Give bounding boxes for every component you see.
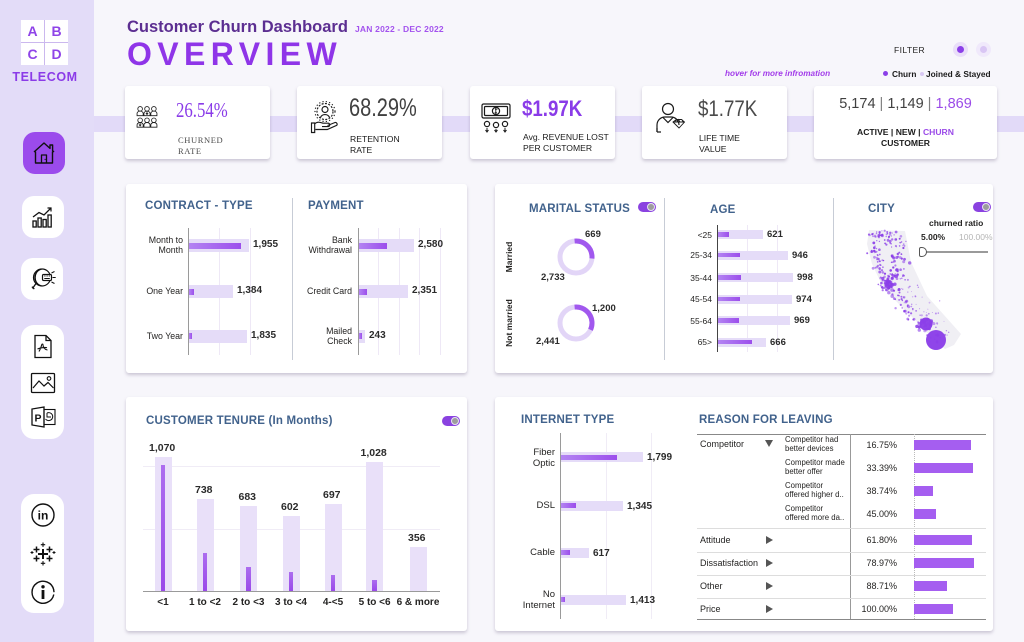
svg-text:in: in (38, 508, 49, 522)
svg-text:P: P (35, 413, 42, 425)
